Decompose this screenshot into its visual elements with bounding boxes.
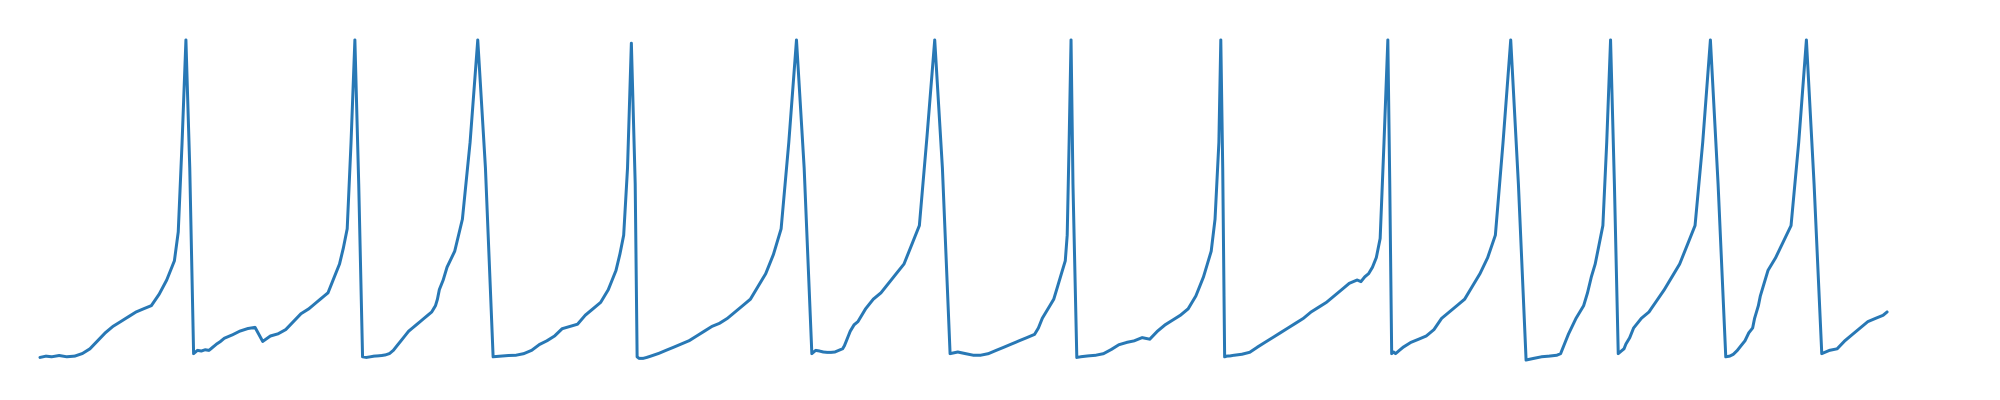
plot-area	[38, 38, 1889, 362]
series-line-0	[38, 38, 1889, 362]
